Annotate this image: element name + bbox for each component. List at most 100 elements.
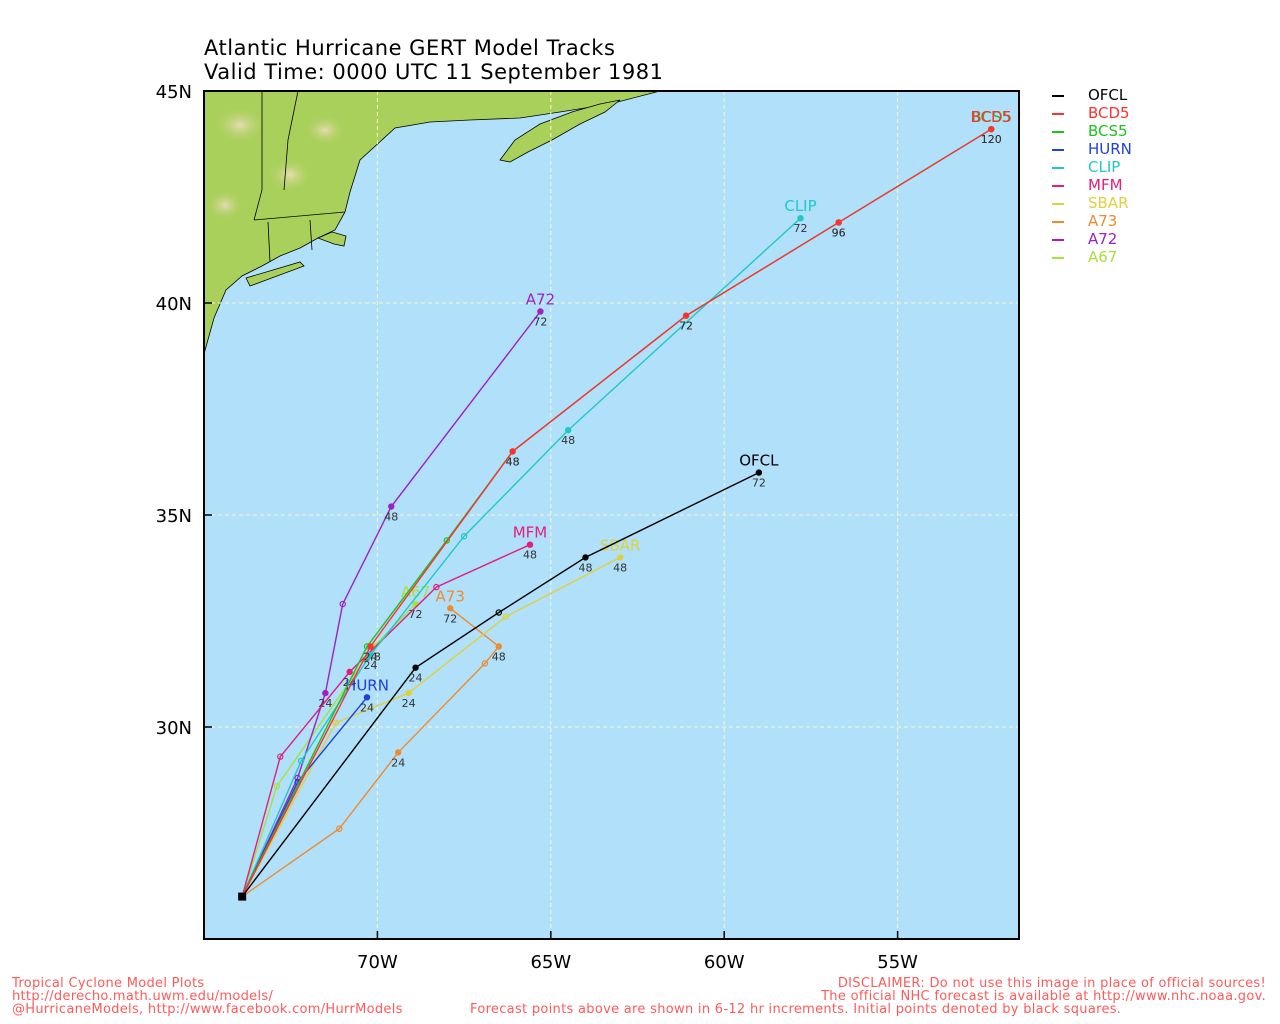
land-layer — [204, 91, 661, 355]
legend-item-ofcl: OFCL — [1052, 86, 1127, 104]
forecast-hour-label: 96 — [832, 226, 846, 239]
land-cape-cod — [316, 231, 347, 247]
forecast-hour-label: 48 — [578, 561, 592, 574]
chart-title: Atlantic Hurricane GERT Model Tracks — [204, 36, 616, 60]
track-a73: 24 48 72 A73 — [241, 587, 506, 898]
track-mfm: 24 48 MFM — [241, 524, 548, 897]
track-line — [241, 471, 760, 898]
forecast-point — [537, 308, 544, 315]
tick-label-lat: 45N — [156, 82, 192, 103]
forecast-hour-label: 72 — [679, 320, 693, 333]
footer-right-1: DISCLAIMER: Do not use this image in pla… — [837, 976, 1266, 991]
forecast-point — [336, 825, 343, 832]
forecast-hour-label: 72 — [533, 315, 547, 328]
legend-swatch — [1052, 256, 1064, 259]
forecast-point — [502, 613, 509, 620]
forecast-hour-label: 48 — [506, 455, 520, 468]
legend-item-bcd5: BCD5 — [1052, 104, 1130, 122]
forecast-point — [755, 469, 763, 476]
track-name-label: BCS5 — [971, 108, 1011, 126]
forecast-point — [616, 554, 624, 561]
forecast-hour-label: 24 — [360, 701, 374, 714]
track-name-label: A73 — [436, 587, 465, 605]
track-name-label: MFM — [513, 524, 548, 542]
tick-label-lat: 40N — [156, 294, 192, 315]
legend-label: BCS5 — [1088, 122, 1128, 140]
forecast-point — [564, 427, 572, 434]
track-a72: 24 48 72 A72 — [241, 290, 555, 897]
axis-labels: 70W 65W 60W 55W 45N 40N 35N 30N — [156, 82, 919, 973]
track-name-label: CLIP — [784, 197, 816, 215]
forecast-point — [332, 719, 339, 726]
track-layer: 4872A67244872A72244872A732448SBAR2448MFM… — [238, 108, 1012, 901]
legend-label: A73 — [1088, 212, 1118, 230]
footer-left-3[interactable]: @HurricaneModels, http://www.facebook.co… — [12, 1002, 403, 1017]
legend-swatch — [1052, 238, 1064, 241]
legend-label: A67 — [1088, 248, 1118, 266]
forecast-point — [273, 783, 281, 790]
legend-swatch — [1052, 130, 1064, 133]
track-line — [241, 217, 801, 897]
legend-label: CLIP — [1088, 158, 1121, 176]
forecast-point — [433, 583, 440, 591]
footer-left-2[interactable]: http://derecho.math.uwm.edu/models/ — [12, 989, 274, 1004]
chart-subtitle: Valid Time: 0000 UTC 11 September 1981 — [204, 60, 664, 84]
forecast-hour-label: 24 — [363, 659, 377, 672]
forecast-point — [495, 643, 502, 650]
track-name-label: OFCL — [739, 452, 779, 470]
forecast-point — [582, 554, 589, 561]
forecast-hour-label: 72 — [752, 477, 766, 490]
footer-right-3: Forecast points above are shown in 6-12 … — [470, 1002, 1122, 1017]
land-long-island — [245, 261, 305, 287]
forecast-point — [526, 541, 534, 548]
legend-item-a73: A73 — [1052, 212, 1117, 230]
forecast-point — [388, 503, 395, 510]
tick-label-lon: 60W — [704, 952, 745, 973]
forecast-point — [297, 757, 305, 765]
forecast-hour-label: 48 — [384, 511, 398, 524]
legend-label: HURN — [1088, 140, 1132, 158]
forecast-point — [682, 312, 690, 319]
forecast-hour-label: 120 — [981, 133, 1002, 146]
track-sbar: 24 48 SBAR — [241, 536, 640, 897]
forecast-point — [339, 600, 346, 608]
tick-label-lat: 35N — [156, 506, 192, 527]
legend-swatch — [1052, 184, 1064, 187]
footer-right-2: The official NHC forecast is available a… — [821, 989, 1266, 1004]
state-borders — [253, 91, 346, 263]
forecast-hour-label: 24 — [363, 650, 377, 663]
forecast-hour-label: 24 — [402, 697, 416, 710]
forecast-point — [412, 664, 419, 671]
track-bcd5: 24 48 72 96 120 BCD5 — [241, 108, 1012, 897]
forecast-point — [988, 125, 995, 133]
legend-item-bcs5: BCS5 — [1052, 122, 1128, 140]
forecast-point — [322, 689, 329, 697]
legend-item-clip: CLIP — [1052, 158, 1120, 176]
forecast-hour-label: 72 — [794, 222, 808, 235]
forecast-point — [277, 753, 284, 760]
forecast-hour-label: 120 — [981, 133, 1002, 146]
track-name-label: HURN — [345, 676, 389, 694]
legend-label: BCD5 — [1088, 104, 1130, 122]
footer-left-1: Tropical Cyclone Model Plots — [12, 976, 205, 991]
forecast-hour-label: 48 — [613, 561, 627, 574]
forecast-hour-label: 48 — [492, 650, 506, 663]
legend-item-sbar: SBAR — [1052, 194, 1129, 212]
forecast-point — [460, 533, 468, 540]
forecast-point — [395, 749, 402, 756]
legend-swatch — [1052, 166, 1064, 169]
track-name-label: A72 — [526, 290, 555, 308]
grid-lines — [204, 90, 1019, 939]
legend-item-mfm: MFM — [1052, 176, 1123, 194]
forecast-point — [481, 660, 489, 667]
legend-label: MFM — [1088, 176, 1123, 194]
land-nova-scotia — [499, 99, 621, 163]
tick-label-lon: 65W — [530, 952, 571, 973]
forecast-hour-label: 72 — [409, 608, 423, 621]
track-ofcl: 24 48 72 OFCL — [241, 452, 779, 898]
track-clip: 24 48 72 CLIP — [241, 197, 817, 897]
forecast-hour-label: 48 — [506, 455, 520, 468]
legend-label: OFCL — [1088, 86, 1128, 104]
legend-swatch — [1052, 112, 1064, 115]
legend-item-a67: A67 — [1052, 248, 1117, 266]
